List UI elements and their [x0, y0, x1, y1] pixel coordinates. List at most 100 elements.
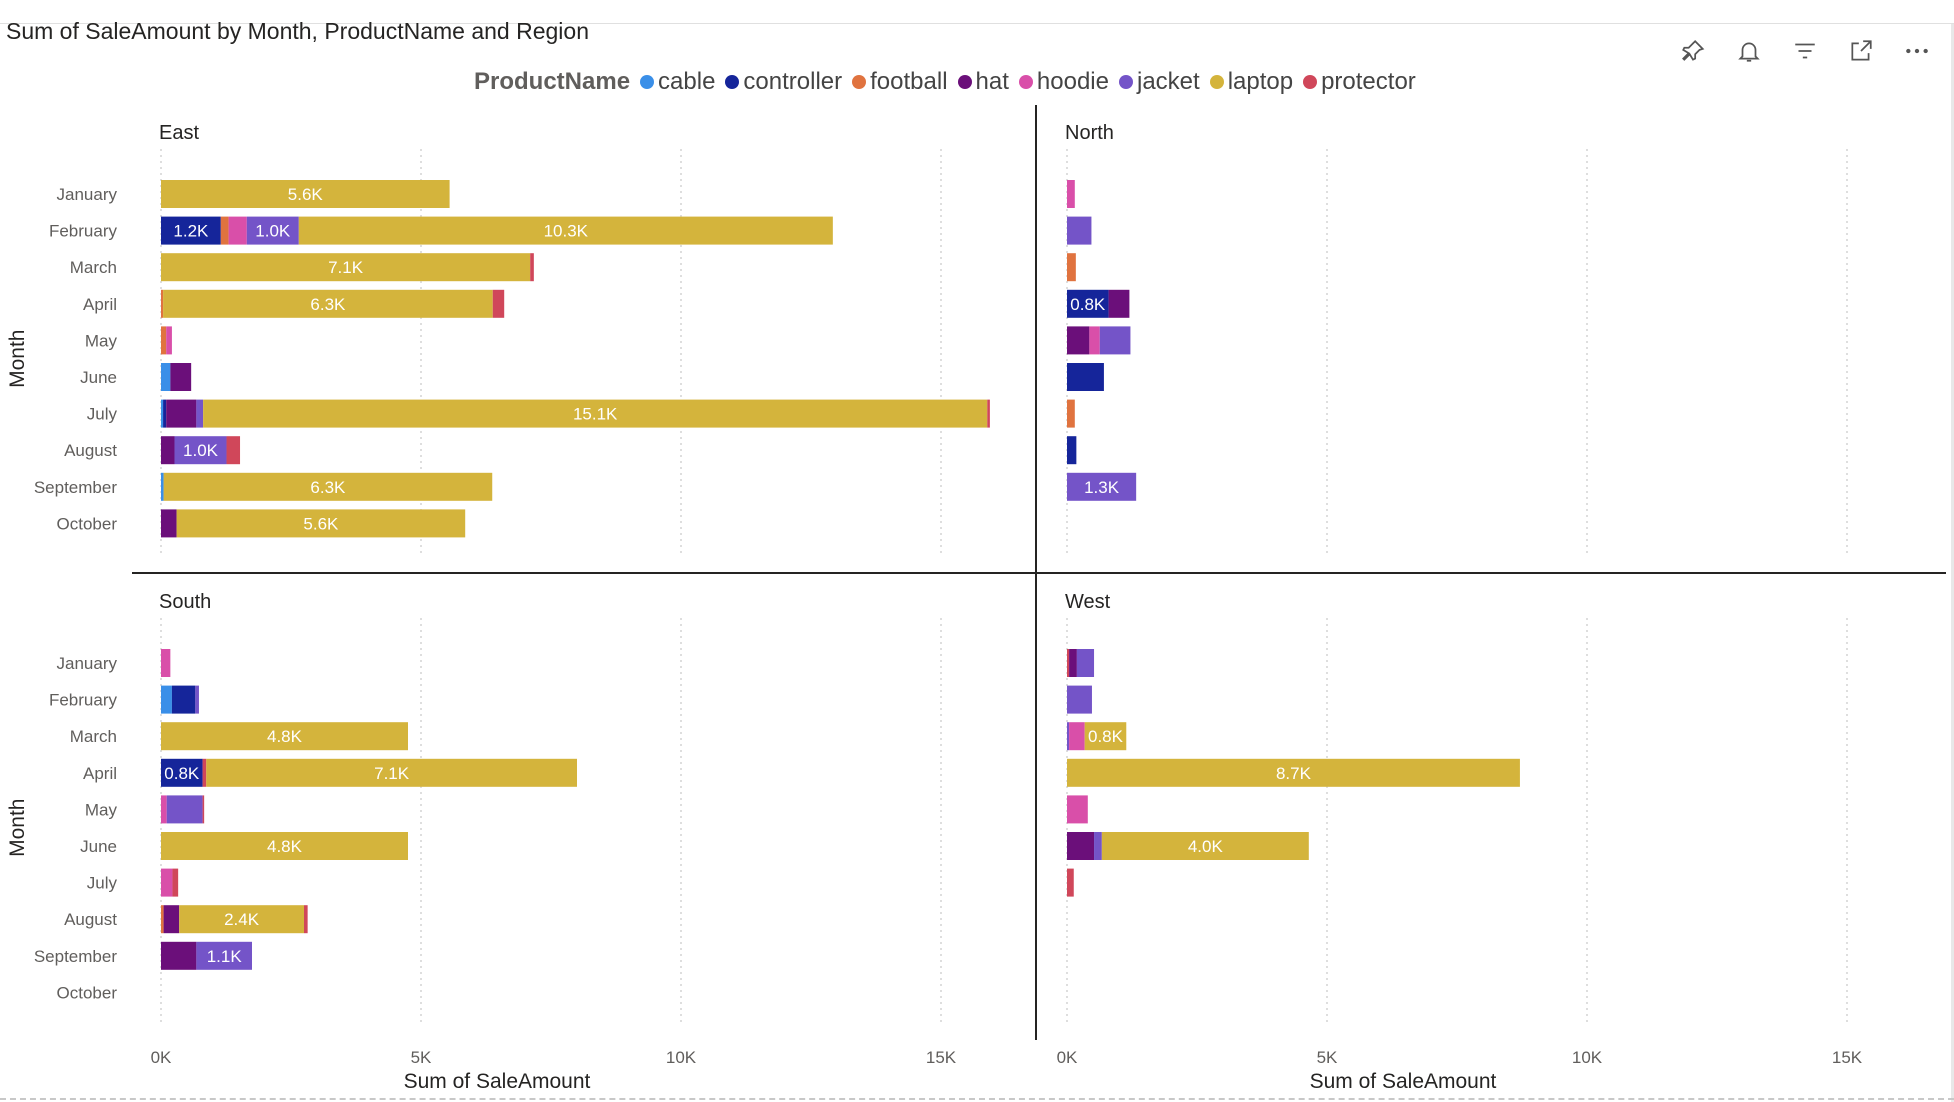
x-tick-label: 5K: [1317, 1048, 1338, 1067]
scrollbar-track[interactable]: [1951, 24, 1954, 1102]
x-axis-title: Sum of SaleAmount: [1310, 1070, 1497, 1093]
bar-south-april-laptop: [206, 758, 578, 787]
legend-item-jacket[interactable]: jacket: [1118, 68, 1200, 96]
month-label-june: June: [80, 837, 117, 856]
bar-south-july-hoodie: [161, 868, 173, 897]
data-label: 0.8K: [164, 764, 200, 783]
bar-north-july-football: [1067, 399, 1075, 428]
bar-west-february-jacket: [1067, 685, 1092, 714]
bar-west-june-hat: [1067, 832, 1095, 860]
bar-north-april-hat: [1108, 289, 1130, 318]
data-label: 4.8K: [267, 837, 303, 856]
bar-north-april-controller: [1067, 289, 1109, 318]
panel-title-north: North: [1065, 122, 1114, 144]
legend-label-controller: controller: [743, 68, 843, 95]
panel-title-west: West: [1065, 591, 1111, 613]
bar-east-april-laptop: [163, 289, 493, 318]
bar-south-june-laptop: [161, 832, 408, 860]
data-label: 2.4K: [224, 910, 260, 929]
bar-east-august-protector: [226, 436, 241, 465]
bar-north-june-controller: [1067, 363, 1104, 391]
data-label: 5.6K: [288, 185, 324, 204]
month-label-october: October: [57, 514, 118, 533]
legend-item-protector[interactable]: protector: [1303, 68, 1416, 96]
bar-west-july-protector: [1067, 868, 1074, 897]
legend-marker-controller: [725, 75, 740, 89]
legend-item-controller[interactable]: controller: [725, 68, 842, 96]
x-tick-label: 10K: [1572, 1048, 1603, 1067]
bar-east-october-hat: [161, 509, 177, 538]
bar-west-march-hoodie: [1069, 722, 1085, 751]
bar-west-may-hoodie: [1067, 795, 1088, 824]
visual-bottom-border: [0, 1098, 1954, 1100]
bar-east-april-football: [161, 289, 164, 318]
data-label: 6.3K: [310, 295, 346, 314]
bar-east-june-cable: [161, 363, 171, 391]
more-options-icon[interactable]: [1900, 34, 1934, 68]
month-label-february: February: [49, 222, 118, 241]
bar-north-may-hat: [1067, 326, 1090, 355]
legend-marker-football: [852, 75, 867, 89]
legend-item-laptop[interactable]: laptop: [1209, 68, 1294, 96]
month-label-october: October: [57, 983, 118, 1002]
month-label-september: September: [34, 947, 117, 966]
legend-item-hat[interactable]: hat: [957, 68, 1009, 96]
bar-south-august-football: [161, 905, 164, 934]
filter-icon[interactable]: [1788, 34, 1822, 68]
legend-label-hat: hat: [975, 68, 1009, 95]
data-label: 0.8K: [1070, 295, 1106, 314]
data-label: 1.1K: [207, 947, 243, 966]
bar-east-july-hat: [166, 399, 197, 428]
bar-east-february-laptop: [298, 216, 833, 245]
bar-north-september-jacket: [1067, 472, 1137, 501]
focus-mode-icon[interactable]: [1844, 34, 1878, 68]
data-label: 4.0K: [1188, 837, 1224, 856]
bar-east-january-laptop: [161, 180, 450, 208]
visual-top-border: [0, 0, 1954, 24]
bar-south-february-controller: [171, 685, 196, 714]
month-label-march: March: [70, 727, 117, 746]
bar-south-august-hat: [163, 905, 180, 934]
bar-south-february-cable: [161, 685, 172, 714]
data-label: 5.6K: [303, 514, 339, 533]
bar-west-march-jacket: [1067, 722, 1070, 751]
legend-marker-hoodie: [1018, 75, 1033, 89]
bar-north-august-controller: [1067, 436, 1077, 465]
bar-east-august-jacket: [174, 436, 227, 465]
month-label-april: April: [83, 764, 117, 783]
legend-item-football[interactable]: football: [852, 68, 948, 96]
x-tick-label: 5K: [411, 1048, 432, 1067]
month-label-january: January: [57, 185, 118, 204]
bar-east-july-laptop: [203, 399, 988, 428]
legend-item-hoodie[interactable]: hoodie: [1018, 68, 1109, 96]
bell-icon[interactable]: [1732, 34, 1766, 68]
bar-east-july-protector: [987, 399, 990, 428]
x-tick-label: 0K: [1057, 1048, 1078, 1067]
legend-item-cable[interactable]: cable: [640, 68, 715, 96]
bar-north-may-hoodie: [1089, 326, 1100, 355]
legend-label-laptop: laptop: [1227, 68, 1294, 95]
legend-title: ProductName: [474, 68, 631, 95]
bar-east-february-controller: [161, 216, 221, 245]
panel-title-east: East: [159, 122, 199, 144]
panel-title-south: South: [159, 591, 211, 613]
legend: ProductName cable controller football hat ho…: [474, 66, 1426, 98]
bar-north-february-jacket: [1067, 216, 1092, 245]
data-label: 1.0K: [183, 441, 219, 460]
bar-east-february-football: [220, 216, 229, 245]
bar-east-september-laptop: [163, 472, 493, 501]
month-label-may: May: [85, 331, 118, 350]
legend-label-football: football: [870, 68, 948, 95]
bar-south-may-protector: [202, 795, 205, 824]
bar-west-june-laptop: [1101, 832, 1309, 860]
data-label: 1.2K: [173, 222, 209, 241]
y-axis-title: Month: [6, 330, 29, 388]
bar-east-february-hoodie: [228, 216, 247, 245]
month-label-august: August: [64, 910, 117, 929]
month-label-september: September: [34, 478, 117, 497]
month-label-may: May: [85, 800, 118, 819]
legend-marker-protector: [1303, 75, 1318, 89]
data-label: 10.3K: [544, 222, 589, 241]
pin-icon[interactable]: [1676, 34, 1710, 68]
